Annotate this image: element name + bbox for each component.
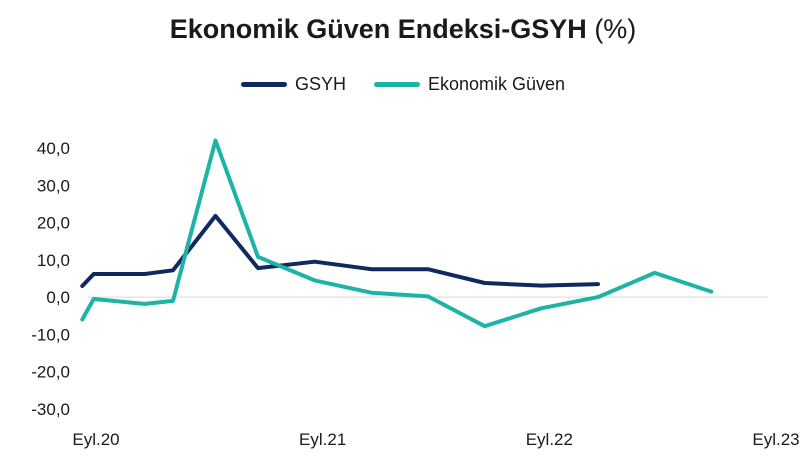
y-tick-label: -10,0 — [31, 325, 70, 344]
y-tick-label: -20,0 — [31, 363, 70, 382]
x-tick-label: Eyl.23 — [752, 430, 799, 449]
y-tick-label: 0,0 — [46, 288, 70, 307]
legend-swatch-gsyh — [240, 82, 287, 87]
x-tick-label: Eyl.21 — [299, 430, 346, 449]
legend-item-ekonomik-guven: Ekonomik Güven — [373, 74, 566, 95]
chart-title-unit: (%) — [594, 14, 637, 44]
legend-swatch-ekonomik-guven — [373, 82, 420, 87]
x-tick-label: Eyl.22 — [526, 430, 573, 449]
y-tick-label: 10,0 — [37, 251, 70, 270]
y-tick-label: 30,0 — [37, 176, 70, 195]
chart-title: Ekonomik Güven Endeksi-GSYH (%) — [0, 14, 806, 45]
chart-legend: GSYH Ekonomik Güven — [0, 74, 806, 95]
legend-item-gsyh: GSYH — [240, 74, 346, 95]
x-tick-label: Eyl.20 — [72, 430, 119, 449]
legend-label-gsyh: GSYH — [294, 74, 346, 94]
y-tick-label: -30,0 — [31, 400, 70, 419]
chart-title-text: Ekonomik Güven Endeksi-GSYH — [169, 14, 587, 44]
legend-label-ekonomik-guven: Ekonomik Güven — [427, 74, 566, 94]
y-tick-label: 40,0 — [37, 139, 70, 158]
y-tick-label: 20,0 — [37, 214, 70, 233]
series-line-gsyh — [80, 213, 600, 288]
series-line-ekonomik-guven — [80, 138, 714, 329]
